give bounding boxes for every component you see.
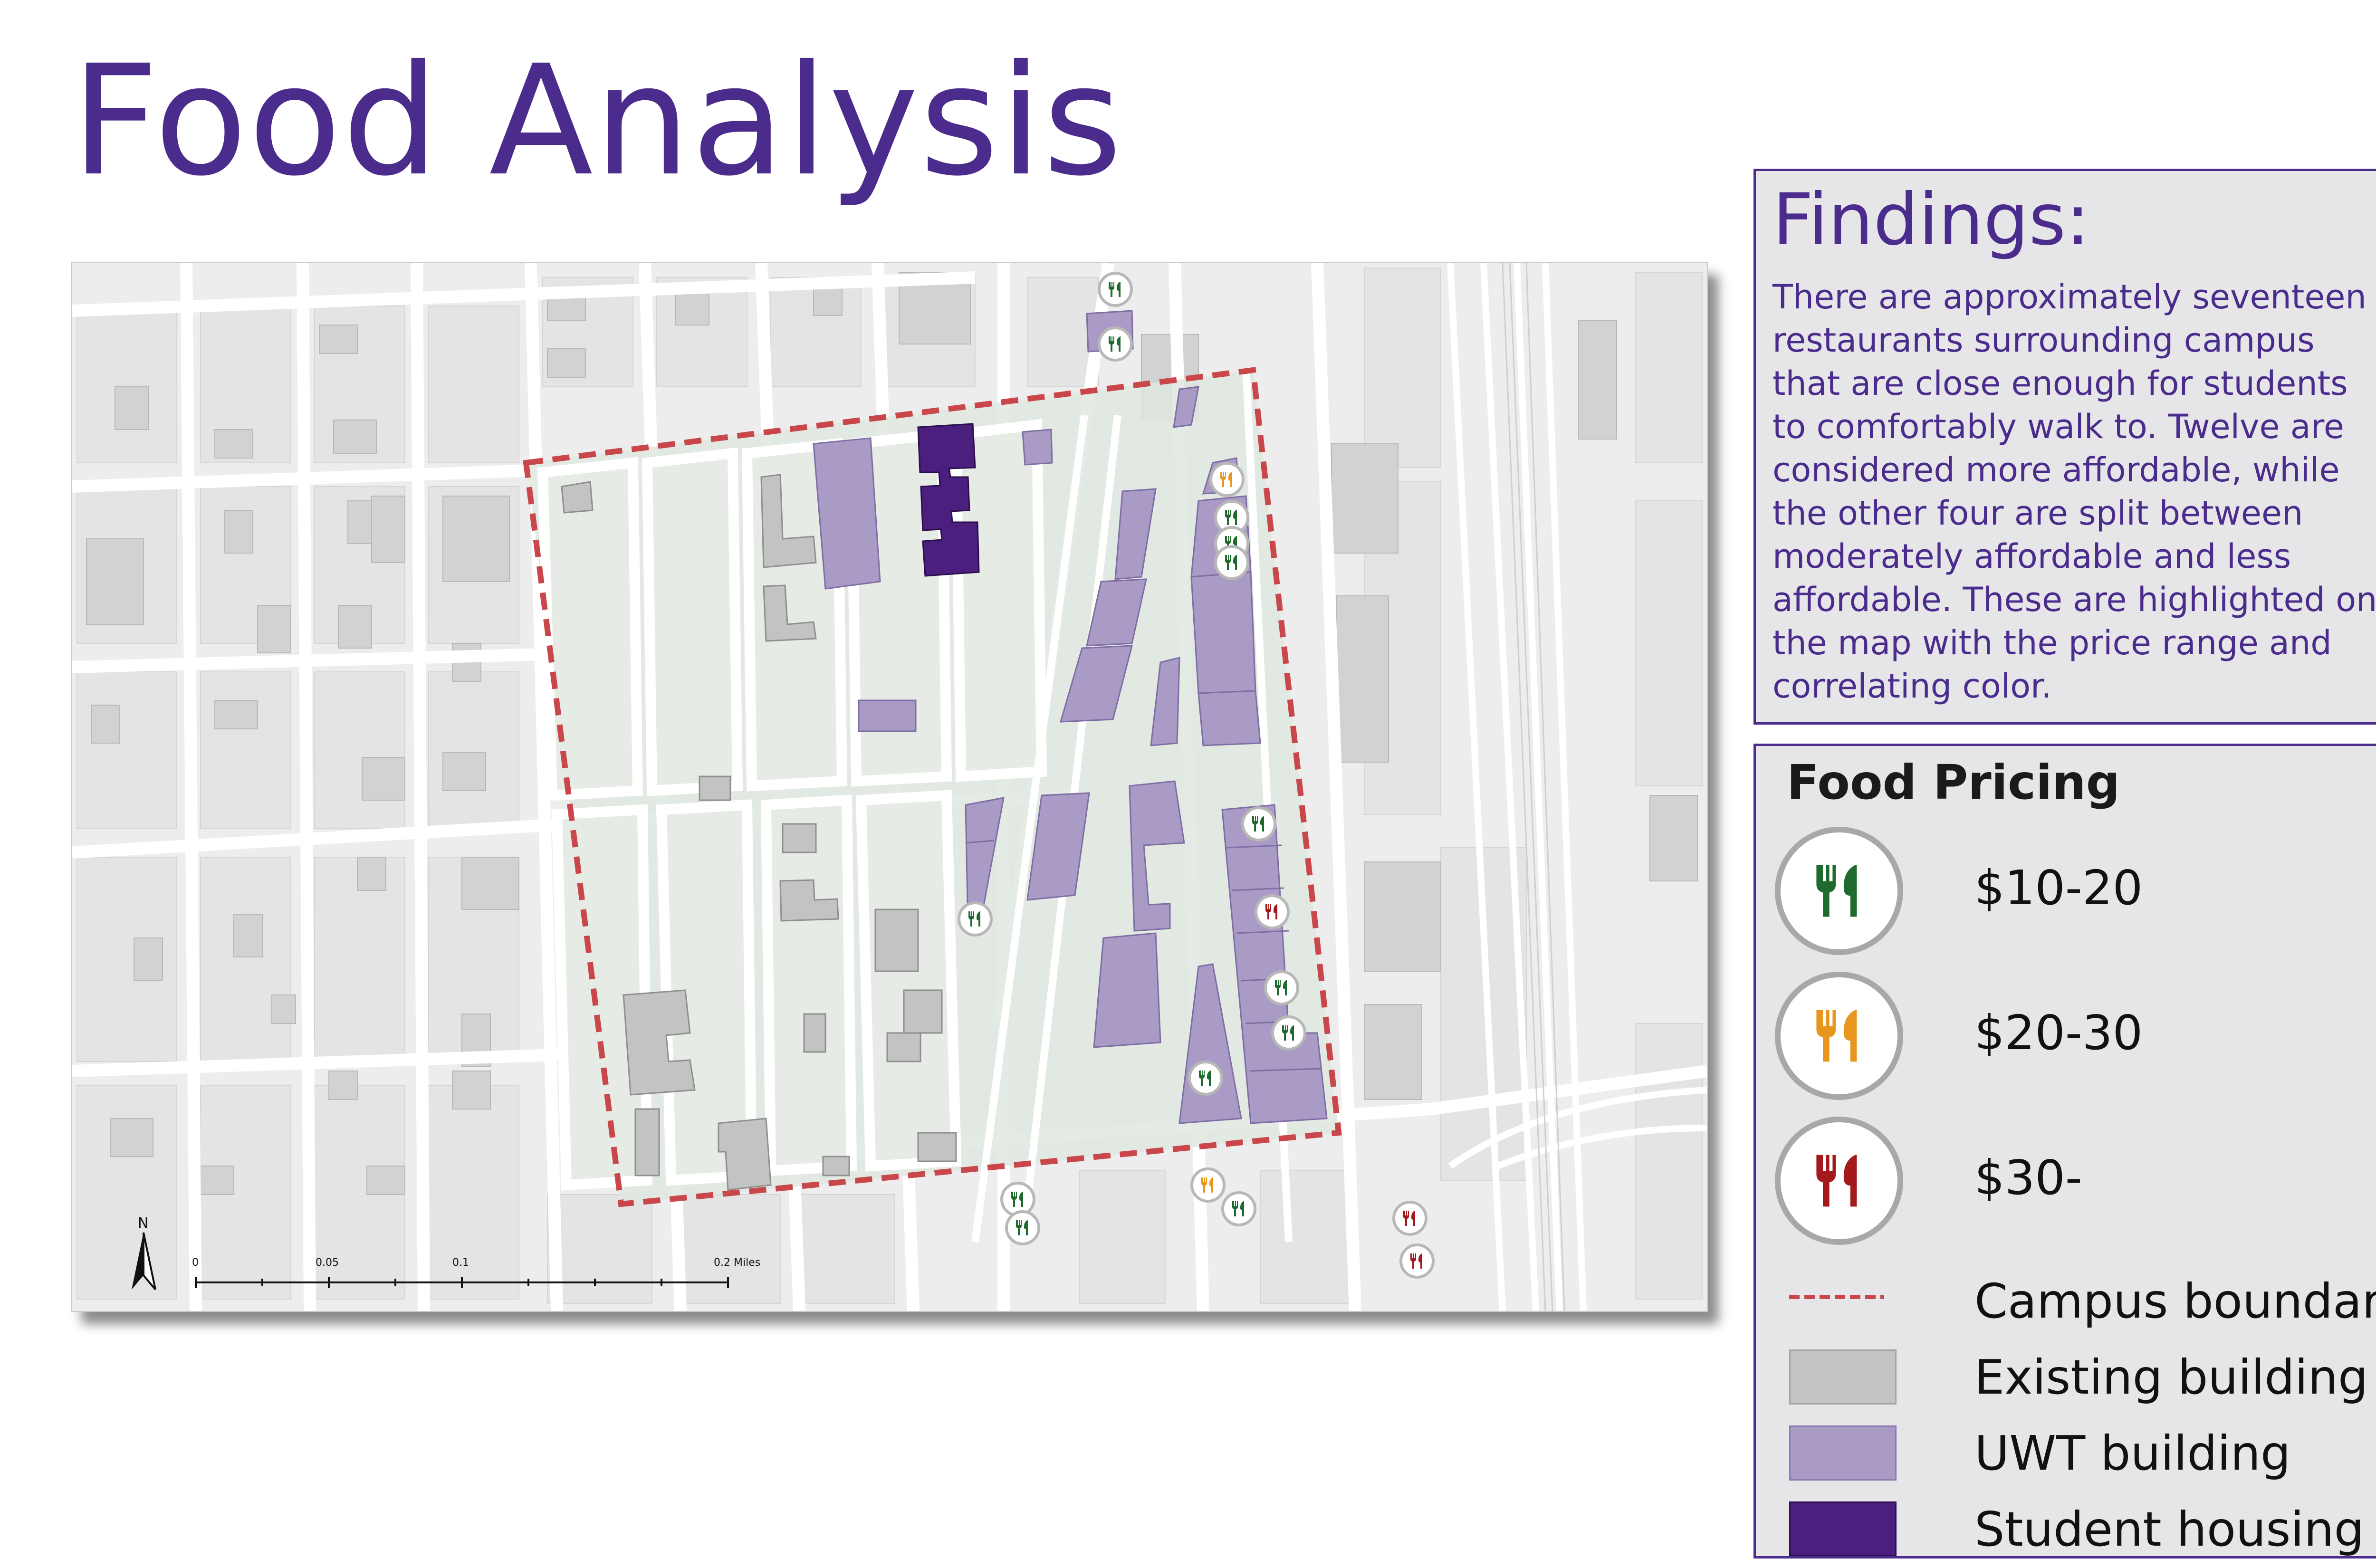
restaurant-marker-cheap (1271, 1015, 1306, 1051)
uwt-building-swatch (1789, 1425, 1897, 1481)
findings-panel: Findings: There are approximately sevent… (1753, 169, 2376, 725)
existing-buildings (561, 474, 957, 1191)
findings-body: There are approximately seventeen restau… (1772, 277, 2376, 706)
restaurant-marker-cheap (1098, 272, 1133, 307)
scale-bar (195, 1277, 729, 1288)
page-title: Food Analysis (71, 33, 1123, 210)
existing-building-swatch (1789, 1349, 1897, 1405)
legend-label: $30- (1974, 1150, 2082, 1205)
findings-heading: Findings: (1772, 179, 2090, 261)
scale-label-02: 0.2 Miles (714, 1257, 760, 1269)
student-housing-swatch (1789, 1501, 1897, 1556)
restaurant-marker-expensive (1399, 1243, 1435, 1279)
restaurant-marker-cheap (1188, 1061, 1223, 1096)
legend-item-price-30: $30- (1756, 1117, 2376, 1245)
restaurant-red-icon (1775, 1117, 1903, 1245)
legend-item-price-20-30: $20-30 (1756, 972, 2376, 1100)
restaurant-marker-cheap (1241, 806, 1276, 841)
campus-boundary (523, 367, 1342, 1207)
scale-label-005: 0.05 (316, 1257, 339, 1269)
highway (1447, 263, 1707, 1311)
food-pricing-legend: Food Pricing $10-20 $20-30 $30- Campus b… (1753, 744, 2376, 1558)
restaurant-marker-cheap (1264, 970, 1299, 1005)
restaurant-marker-expensive (1255, 894, 1290, 929)
restaurant-marker-moderate (1209, 462, 1245, 497)
dashed-line-icon (1789, 1295, 1884, 1299)
legend-item-student-housing: Student housing (1756, 1501, 2376, 1557)
scale-label-0: 0 (192, 1257, 199, 1269)
campus-map[interactable]: N 0 0.05 0.1 0.2 Miles (71, 262, 1708, 1312)
restaurant-marker-expensive (1392, 1201, 1428, 1236)
restaurant-marker-cheap (1214, 545, 1249, 580)
restaurant-marker-cheap (958, 901, 993, 937)
legend-label: Student housing (1974, 1501, 2365, 1557)
legend-item-campus-boundary: Campus boundary (1756, 1273, 2376, 1330)
scale-label-01: 0.1 (452, 1257, 469, 1269)
student-housing (917, 423, 980, 577)
legend-label: Existing building (1974, 1349, 2368, 1405)
restaurant-marker-cheap (1098, 326, 1133, 362)
legend-item-existing-building: Existing building (1756, 1349, 2376, 1406)
restaurant-marker-moderate (1190, 1167, 1226, 1203)
north-label: N (138, 1215, 148, 1232)
legend-label: $20-30 (1974, 1005, 2143, 1061)
legend-label: UWT building (1974, 1425, 2291, 1481)
restaurant-green-icon (1775, 827, 1903, 955)
restaurant-marker-cheap (1000, 1182, 1035, 1217)
restaurant-orange-icon (1775, 972, 1903, 1100)
legend-title: Food Pricing (1787, 755, 2120, 810)
legend-label: Campus boundary (1974, 1273, 2376, 1329)
restaurant-markers (958, 272, 1435, 1279)
legend-item-price-10-20: $10-20 (1756, 827, 2376, 955)
north-arrow-icon (132, 1232, 156, 1291)
legend-label: $10-20 (1974, 860, 2143, 916)
restaurant-marker-cheap (1221, 1191, 1256, 1226)
legend-item-uwt-building: UWT building (1756, 1425, 2376, 1482)
background-buildings (86, 272, 1698, 1195)
restaurant-marker-cheap (1005, 1210, 1040, 1245)
